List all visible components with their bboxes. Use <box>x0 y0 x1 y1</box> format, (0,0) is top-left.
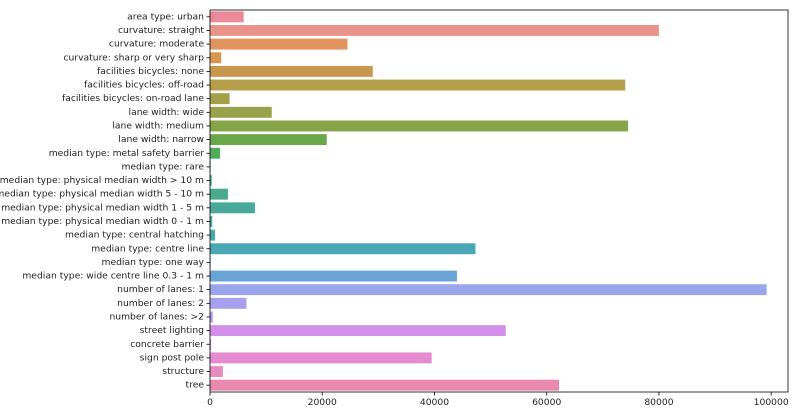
bar-median-type-wide-centre-line-0-3-1-m <box>210 270 457 282</box>
bar-median-type-physical-median-width-5-10-m <box>210 188 228 200</box>
y-tick-label: median type: metal safety barrier <box>49 148 205 159</box>
y-tick-label: median type: physical median width 1 - 5… <box>1 202 204 213</box>
bar-sign-post-pole <box>210 352 432 364</box>
bar-lane-width-wide <box>210 106 272 118</box>
bar-tree <box>210 379 560 391</box>
x-tick-label: 60000 <box>532 397 561 408</box>
x-tick-label: 100000 <box>754 397 789 408</box>
y-tick-label: concrete barrier <box>130 339 204 350</box>
bar-median-type-central-hatching <box>210 229 216 241</box>
bars-layer <box>210 11 767 391</box>
y-tick-label: area type: urban <box>127 11 204 22</box>
y-tick-labels: area type: urban curvature: straight curva… <box>0 11 210 391</box>
bar-facilities-bicycles-on-road-lane <box>210 93 230 105</box>
y-tick-label: facilities bicycles: none <box>97 66 204 77</box>
plot-frame <box>209 9 789 393</box>
bar-facilities-bicycles-none <box>210 65 373 77</box>
y-tick-label: street lighting <box>140 325 204 336</box>
y-tick-label: number of lanes: 1 <box>117 284 204 295</box>
y-tick-label: median type: physical median width 5 - 1… <box>0 189 204 200</box>
y-tick-label: median type: one way <box>102 257 205 268</box>
x-tick-label: 40000 <box>420 397 449 408</box>
bar-area-type-urban <box>210 11 244 23</box>
bar-median-type-physical-median-width-10-m <box>210 175 212 186</box>
x-axis-ticks: 0 20000 40000 60000 80000 100000 <box>207 392 789 408</box>
bar-number-of-lanes-1 <box>210 284 767 296</box>
bar-curvature-moderate <box>210 38 348 50</box>
y-tick-label: curvature: moderate <box>109 39 204 50</box>
bar-median-type-physical-median-width-0-1-m <box>210 216 213 227</box>
bar-median-type-physical-median-width-1-5-m <box>210 202 255 214</box>
y-tick-label: facilities bicycles: on-road lane <box>62 93 204 104</box>
y-tick-label: number of lanes: 2 <box>117 298 204 309</box>
x-tick-label: 20000 <box>308 397 337 408</box>
bar-street-lighting <box>210 325 506 337</box>
y-tick-label: median type: centre line <box>91 243 204 254</box>
y-tick-label: lane width: narrow <box>118 134 204 145</box>
y-tick-label: tree <box>186 380 205 391</box>
bar-number-of-lanes-2 <box>210 297 247 309</box>
bar-number-of-lanes-2 <box>210 311 213 323</box>
bar-lane-width-narrow <box>210 134 327 146</box>
y-tick-label: lane width: wide <box>129 107 205 118</box>
y-tick-label: median type: wide centre line 0.3 - 1 m <box>22 271 204 282</box>
y-tick-label: number of lanes: >2 <box>109 311 204 322</box>
y-tick-label: facilities bicycles: off-road <box>84 80 204 91</box>
y-tick-label: median type: physical median width > 10 … <box>0 175 204 186</box>
y-tick-label: lane width: medium <box>112 120 204 131</box>
bar-median-type-metal-safety-barrier <box>210 147 221 159</box>
y-tick-label: median type: physical median width 0 - 1… <box>1 216 204 227</box>
axes-frame <box>209 9 789 393</box>
bar-curvature-straight <box>210 25 659 36</box>
y-tick-label: curvature: straight <box>118 25 204 36</box>
y-tick-label: median type: central hatching <box>65 230 204 241</box>
bar-curvature-sharp-or-very-sharp <box>210 52 222 64</box>
y-tick-label: structure <box>162 366 204 377</box>
bar-median-type-centre-line <box>210 243 476 255</box>
y-tick-label: curvature: sharp or very sharp <box>63 52 204 63</box>
bar-lane-width-medium <box>210 120 629 132</box>
y-tick-label: median type: rare <box>121 161 204 172</box>
x-tick-label: 0 <box>207 397 213 408</box>
y-tick-label: sign post pole <box>140 352 205 363</box>
bar-concrete-barrier <box>210 338 212 350</box>
bar-structure <box>210 366 223 377</box>
x-tick-label: 80000 <box>644 397 673 408</box>
bar-facilities-bicycles-off-road <box>210 79 626 91</box>
